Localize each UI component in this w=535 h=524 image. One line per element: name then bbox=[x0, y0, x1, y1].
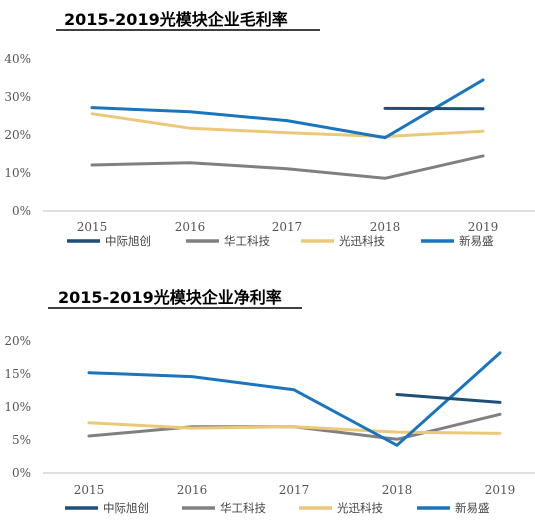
x-tick-label: 2019 bbox=[485, 483, 516, 497]
chart-title-net-margin: 2015-2019光模块企业净利率 bbox=[58, 288, 282, 307]
chart-1: 0% 10% 20% 30% 40% 2015 2016 2017 2018 2019 中际旭创 华工… bbox=[4, 52, 535, 248]
legend-label: 华工科技 bbox=[224, 234, 270, 248]
legend-label: 中际旭创 bbox=[103, 501, 149, 515]
series-line-4 bbox=[90, 78, 485, 140]
x-tick-label: 2018 bbox=[370, 220, 401, 234]
series-line-4 bbox=[87, 351, 502, 447]
series-line-1 bbox=[395, 393, 502, 404]
y-tick-label: 5% bbox=[12, 433, 31, 447]
chart-title-gross-margin: 2015-2019光模块企业毛利率 bbox=[64, 10, 288, 29]
x-tick-label: 2015 bbox=[77, 220, 108, 234]
series-line-3 bbox=[90, 112, 485, 138]
y-tick-label: 0% bbox=[12, 466, 31, 480]
y-tick-label: 30% bbox=[4, 90, 31, 104]
x-tick-label: 2017 bbox=[272, 220, 303, 234]
legend-label: 新易盛 bbox=[455, 501, 490, 515]
series-line-2 bbox=[90, 154, 485, 180]
legend-label: 中际旭创 bbox=[105, 234, 151, 248]
x-tick-label: 2016 bbox=[177, 483, 208, 497]
y-tick-label: 20% bbox=[4, 334, 31, 348]
x-tick-label: 2015 bbox=[74, 483, 105, 497]
legend-label: 华工科技 bbox=[220, 501, 266, 515]
x-tick-label: 2019 bbox=[468, 220, 499, 234]
legend-label: 新易盛 bbox=[459, 234, 494, 248]
y-tick-label: 0% bbox=[12, 204, 31, 218]
x-tick-label: 2018 bbox=[382, 483, 413, 497]
y-tick-label: 10% bbox=[4, 166, 31, 180]
y-tick-label: 10% bbox=[4, 400, 31, 414]
legend-label: 光迅科技 bbox=[339, 234, 385, 248]
x-tick-label: 2017 bbox=[279, 483, 310, 497]
y-tick-label: 15% bbox=[4, 367, 31, 381]
series-line-3 bbox=[87, 421, 502, 435]
x-tick-label: 2016 bbox=[175, 220, 206, 234]
y-tick-label: 20% bbox=[4, 128, 31, 142]
chart-2: 0% 5% 10% 15% 20% 2015 2016 2017 2018 2019 中际旭创 华工科… bbox=[4, 334, 535, 515]
legend-label: 光迅科技 bbox=[337, 501, 383, 515]
y-tick-label: 40% bbox=[4, 52, 31, 66]
